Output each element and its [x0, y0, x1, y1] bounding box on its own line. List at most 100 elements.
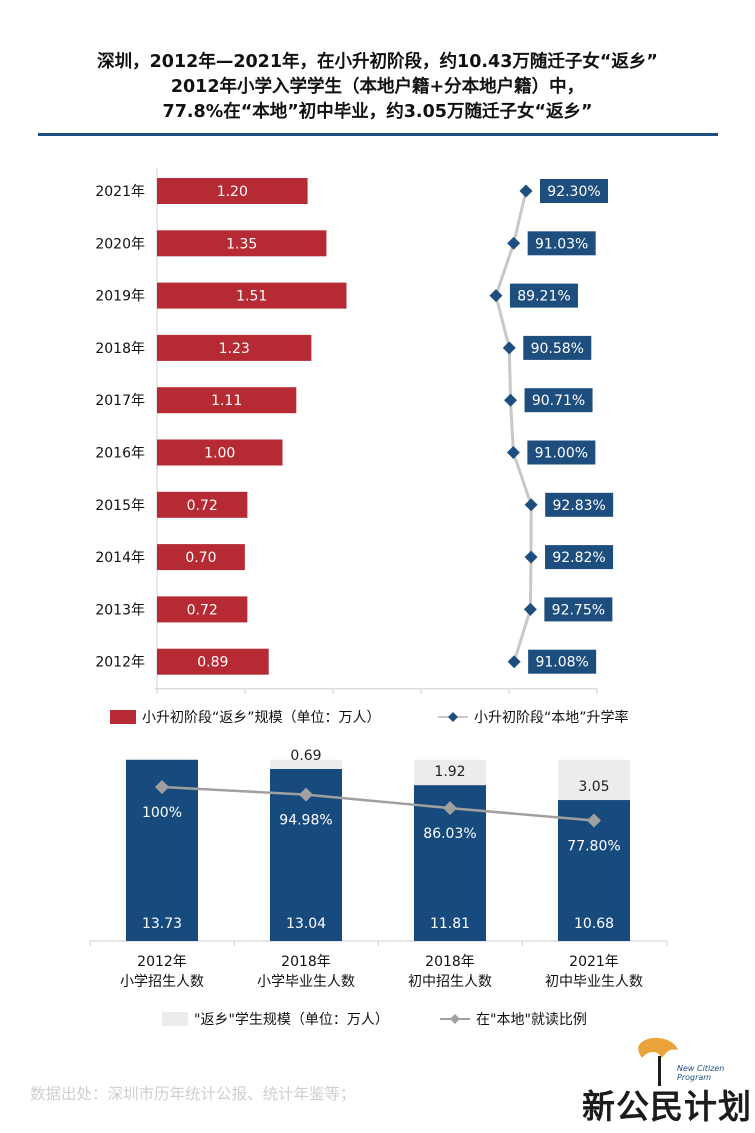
share-data-label: 86.03% [423, 826, 476, 842]
rate-point [502, 341, 516, 355]
rate-point [519, 184, 533, 198]
legend-swatch-bar [110, 710, 136, 724]
column-stack-label: 0.69 [290, 748, 321, 764]
rate-label-box [545, 545, 614, 570]
y-tick-label: 2013年 [95, 602, 145, 618]
bar [157, 648, 269, 675]
rate-point [507, 236, 521, 250]
rate-label-box [523, 335, 592, 360]
rate-point [523, 602, 537, 616]
rate-label-box [527, 231, 596, 256]
share-point [443, 801, 457, 816]
rate-data-label: 92.83% [552, 498, 605, 514]
logo-text: 新公民计划 [582, 1087, 752, 1126]
legend-label-line: 小升初阶段“本地”升学率 [474, 709, 629, 726]
bar-data-label: 0.72 [187, 602, 218, 618]
y-tick-label: 2015年 [95, 498, 145, 514]
rate-point [524, 498, 538, 512]
x-tick-label-year: 2018年 [281, 954, 331, 970]
rate-data-label: 92.30% [547, 184, 600, 200]
x-tick-label-metric: 小学招生人数 [120, 974, 204, 990]
column-stack-label: 1.92 [434, 764, 465, 780]
source-note: 数据出处：深圳市历年统计公报、统计年鉴等； [30, 1085, 356, 1103]
legend-label-stack: "返乡"学生规模（单位：万人） [194, 1012, 389, 1028]
share-series-line [161, 785, 595, 822]
share-point [155, 780, 169, 794]
legend-label-share: 在"本地"就读比例 [476, 1011, 587, 1028]
x-tick-label-year: 2021年 [569, 954, 619, 970]
rate-data-label: 92.82% [552, 550, 605, 566]
bar [157, 387, 297, 414]
bar-data-label: 1.00 [204, 446, 235, 462]
y-tick-label: 2021年 [95, 184, 145, 200]
title-divider [38, 133, 718, 136]
rate-data-label: 91.03% [535, 236, 588, 252]
rate-point [504, 393, 518, 407]
logo-subtitle: New Citizen Program [677, 1064, 725, 1082]
x-tick-label-year: 2018年 [425, 954, 475, 970]
legend-swatch-share-marker [450, 1014, 460, 1024]
rate-data-label: 92.75% [552, 602, 605, 618]
rate-label-box [527, 440, 596, 465]
logo-mark-icon [638, 1037, 678, 1086]
column-base-label: 13.73 [142, 916, 182, 932]
legend-swatch-stack [162, 1012, 188, 1026]
column-base-label: 10.68 [574, 916, 614, 932]
bar-data-label: 0.72 [187, 498, 218, 514]
y-tick-label: 2018年 [95, 341, 145, 357]
bar [157, 178, 308, 204]
bar [157, 596, 248, 623]
bar [157, 334, 312, 361]
legend-swatch-marker [448, 712, 458, 722]
column-stack [270, 759, 342, 769]
y-tick-label: 2014年 [95, 550, 145, 566]
bar-data-label: 1.20 [217, 184, 248, 200]
x-tick-label-metric: 初中招生人数 [408, 973, 492, 990]
rate-data-label: 90.58% [531, 341, 584, 357]
share-data-label: 100% [142, 805, 182, 821]
rate-label-box [509, 283, 578, 308]
share-data-label: 77.80% [567, 839, 620, 855]
rate-label-box [544, 597, 613, 622]
bar [157, 439, 283, 466]
bar-data-label: 0.89 [197, 655, 228, 671]
bar-data-label: 1.23 [219, 341, 250, 357]
legend-label-bar: 小升初阶段“返乡”规模（单位：万人） [142, 709, 381, 726]
bar [157, 230, 327, 257]
rate-label-box [528, 649, 597, 674]
rate-data-label: 89.21% [517, 289, 570, 305]
column-base-label: 11.81 [430, 916, 470, 932]
column-stack-label: 3.05 [578, 779, 609, 795]
rate-label-box [524, 388, 593, 413]
rate-series-line [494, 190, 533, 663]
logo: New Citizen Program 新公民计划 [582, 1036, 751, 1126]
share-point [587, 813, 601, 828]
rate-point [507, 655, 521, 669]
chart-title: 深圳，2012年—2021年，在小升初阶段，约10.43万随迁子女“返乡” 20… [20, 50, 735, 125]
column-base-label: 13.04 [286, 916, 326, 932]
share-point [299, 787, 313, 802]
title-line-3: 77.8%在“本地”初中毕业，约3.05万随迁子女“返乡” [162, 102, 593, 122]
rate-label-box [545, 492, 614, 517]
bar-data-label: 0.70 [185, 550, 216, 566]
bar [157, 544, 245, 571]
x-tick-label-year: 2012年 [137, 954, 187, 970]
bar-data-label: 1.51 [236, 289, 267, 305]
x-tick-label-metric: 小学毕业生人数 [257, 974, 355, 990]
rate-point [524, 550, 538, 564]
title-line-1: 深圳，2012年—2021年，在小升初阶段，约10.43万随迁子女“返乡” [97, 52, 658, 72]
y-tick-label: 2019年 [95, 289, 145, 305]
bar-data-label: 1.11 [211, 393, 242, 409]
rate-data-label: 90.71% [532, 393, 585, 409]
rate-data-label: 91.08% [535, 655, 588, 671]
y-tick-label: 2012年 [95, 655, 145, 671]
share-data-label: 94.98% [279, 813, 332, 829]
y-tick-label: 2016年 [95, 446, 145, 462]
column-stack [558, 759, 630, 801]
bar [157, 282, 347, 309]
bar-data-label: 1.35 [226, 236, 257, 252]
rate-label-box [540, 179, 608, 203]
bar [157, 491, 248, 518]
column-stack [414, 759, 486, 786]
